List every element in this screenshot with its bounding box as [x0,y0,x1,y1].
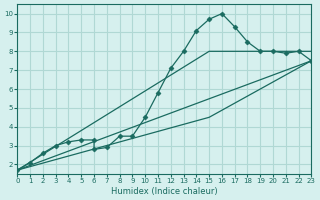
X-axis label: Humidex (Indice chaleur): Humidex (Indice chaleur) [111,187,218,196]
